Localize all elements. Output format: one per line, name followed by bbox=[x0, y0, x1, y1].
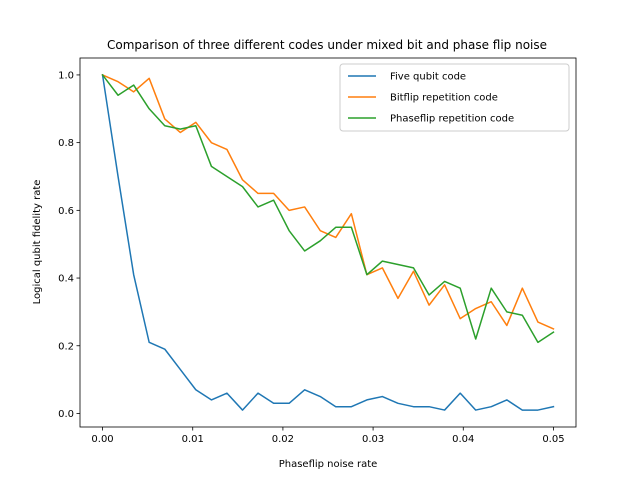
x-tick-label: 0.04 bbox=[452, 434, 474, 445]
y-axis: 0.0 0.2 0.4 0.6 0.8 1.0 bbox=[58, 70, 80, 420]
legend: Five qubit code Bitflip repetition code Ph… bbox=[339, 63, 570, 132]
y-tick-label: 0.4 bbox=[58, 274, 74, 285]
x-tick-label: 0.05 bbox=[542, 434, 564, 445]
plot-frame bbox=[79, 57, 577, 428]
legend-box bbox=[339, 63, 570, 132]
chart-title: Comparison of three different codes unde… bbox=[107, 38, 547, 52]
plot-lines bbox=[101, 73, 555, 411]
y-tick-label: 0.6 bbox=[58, 206, 74, 217]
legend-label: Five qubit code bbox=[390, 72, 466, 83]
series-line-3 bbox=[101, 73, 555, 344]
x-tick-label: 0.00 bbox=[91, 434, 113, 445]
y-tick-label: 0.0 bbox=[58, 409, 74, 420]
x-tick-label: 0.01 bbox=[182, 434, 204, 445]
series-line-1 bbox=[101, 74, 555, 411]
legend-label: Phaseflip repetition code bbox=[390, 114, 514, 125]
x-tick-label: 0.03 bbox=[362, 434, 384, 445]
y-axis-label: Logical qubit fidelity rate bbox=[32, 180, 43, 305]
legend-label: Bitflip repetition code bbox=[390, 93, 498, 104]
x-axis-label: Phaseflip noise rate bbox=[279, 459, 378, 470]
x-tick-label: 0.02 bbox=[272, 434, 294, 445]
y-tick-label: 0.2 bbox=[58, 341, 74, 352]
y-tick-label: 0.8 bbox=[58, 138, 74, 149]
x-axis: 0.00 0.01 0.02 0.03 0.04 0.05 bbox=[91, 427, 565, 445]
y-tick-label: 1.0 bbox=[58, 70, 74, 81]
